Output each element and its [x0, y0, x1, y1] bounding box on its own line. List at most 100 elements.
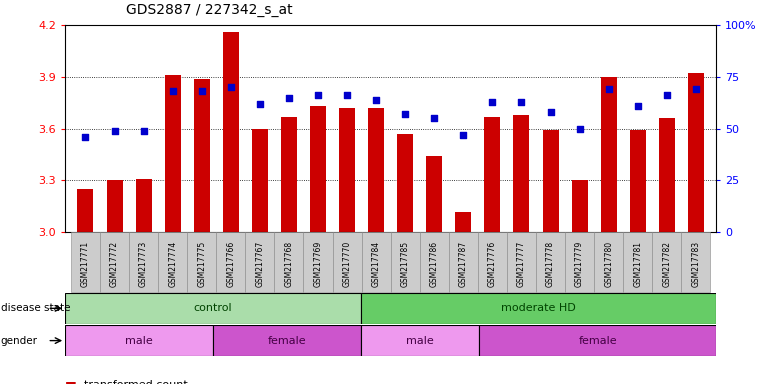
Bar [653, 232, 681, 292]
Bar [571, 180, 588, 232]
Bar [339, 108, 355, 232]
Point [457, 132, 470, 138]
Text: GSM217768: GSM217768 [284, 241, 293, 287]
Text: GSM217777: GSM217777 [517, 241, 526, 288]
Text: male: male [125, 336, 153, 346]
Bar [129, 232, 158, 292]
Text: GSM217779: GSM217779 [575, 241, 584, 288]
Bar [688, 73, 704, 232]
Bar [681, 232, 710, 292]
Text: control: control [194, 303, 232, 313]
Point [632, 103, 644, 109]
Point [80, 134, 92, 140]
Text: GSM217787: GSM217787 [459, 241, 468, 287]
Text: female: female [578, 336, 617, 346]
Point [370, 96, 382, 103]
Bar [245, 232, 274, 292]
Text: gender: gender [1, 336, 38, 346]
Bar [310, 106, 326, 232]
Text: GSM217774: GSM217774 [169, 241, 177, 288]
Bar [77, 189, 93, 232]
Text: GSM217784: GSM217784 [372, 241, 381, 287]
Bar [194, 79, 210, 232]
Text: GSM217780: GSM217780 [604, 241, 613, 287]
Bar [513, 115, 529, 232]
Bar [480, 325, 716, 356]
Bar [507, 232, 536, 292]
Point [224, 84, 237, 90]
Bar [536, 232, 565, 292]
Bar [368, 108, 384, 232]
Point [486, 99, 499, 105]
Point [341, 93, 353, 99]
Bar [659, 118, 675, 232]
Bar [594, 232, 624, 292]
Bar [420, 232, 449, 292]
Text: GSM217771: GSM217771 [81, 241, 90, 287]
Point [283, 94, 295, 101]
Bar [100, 232, 129, 292]
Bar [223, 32, 239, 232]
Point [574, 126, 586, 132]
Text: GSM217785: GSM217785 [401, 241, 410, 287]
Text: GSM217773: GSM217773 [139, 241, 148, 288]
Bar [398, 134, 413, 232]
Text: GSM217778: GSM217778 [546, 241, 555, 287]
Bar [187, 232, 216, 292]
Bar [303, 232, 332, 292]
Point [399, 111, 411, 117]
Bar [158, 232, 187, 292]
Bar [426, 156, 442, 232]
Bar [274, 232, 303, 292]
Bar [455, 212, 471, 232]
Bar [361, 293, 716, 324]
Bar [362, 232, 391, 292]
Bar [630, 131, 646, 232]
Bar [601, 77, 617, 232]
Text: GSM217766: GSM217766 [226, 241, 235, 288]
Bar [542, 131, 558, 232]
Point [137, 127, 149, 134]
Point [166, 88, 178, 94]
Point [312, 93, 324, 99]
Bar [478, 232, 507, 292]
Point [660, 93, 673, 99]
Bar [484, 117, 500, 232]
Bar [252, 129, 268, 232]
Bar [65, 325, 213, 356]
Bar [216, 232, 245, 292]
Point [545, 109, 557, 115]
Bar [213, 325, 361, 356]
Bar [391, 232, 420, 292]
Text: female: female [268, 336, 306, 346]
Bar [136, 179, 152, 232]
Bar [624, 232, 653, 292]
Text: moderate HD: moderate HD [501, 303, 576, 313]
Point [109, 127, 121, 134]
Text: ■: ■ [65, 379, 77, 384]
Text: GSM217776: GSM217776 [488, 241, 497, 288]
Bar [281, 117, 297, 232]
Bar [106, 180, 123, 232]
Text: GSM217767: GSM217767 [255, 241, 264, 288]
Point [195, 88, 208, 94]
Text: GSM217782: GSM217782 [663, 241, 671, 287]
Point [689, 86, 702, 92]
Text: GSM217786: GSM217786 [430, 241, 439, 287]
Point [516, 99, 528, 105]
Bar [71, 232, 100, 292]
Bar [332, 232, 362, 292]
Text: GSM217772: GSM217772 [110, 241, 119, 287]
Text: male: male [407, 336, 434, 346]
Bar [65, 293, 361, 324]
Bar [165, 75, 181, 232]
Text: GSM217769: GSM217769 [313, 241, 322, 288]
Point [603, 86, 615, 92]
Text: disease state: disease state [1, 303, 70, 313]
Text: GSM217775: GSM217775 [197, 241, 206, 288]
Point [254, 101, 266, 107]
Bar [449, 232, 478, 292]
Text: GSM217783: GSM217783 [692, 241, 700, 287]
Bar [565, 232, 594, 292]
Text: transformed count: transformed count [84, 380, 188, 384]
